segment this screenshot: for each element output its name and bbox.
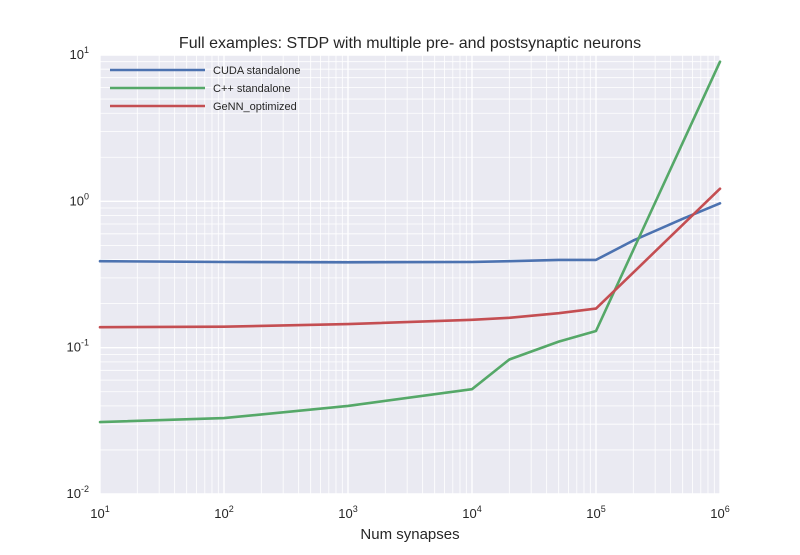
y-tick-label: 101 xyxy=(70,45,89,62)
x-tick-label: 104 xyxy=(462,504,481,521)
y-tick-label: 10-2 xyxy=(67,484,89,501)
y-tick-label: 10-1 xyxy=(67,338,89,355)
legend-label-0: CUDA standalone xyxy=(213,65,300,77)
legend: CUDA standalone C++ standalone GeNN_optimi… xyxy=(110,65,300,113)
legend-label-2: GeNN_optimized xyxy=(213,101,297,113)
x-tick-label: 105 xyxy=(586,504,605,521)
x-tick-label: 106 xyxy=(710,504,729,521)
series-line-1 xyxy=(98,60,722,424)
x-tick-label: 101 xyxy=(90,504,109,521)
chart-title: Full examples: STDP with multiple pre- a… xyxy=(179,35,641,52)
y-axis-tick-labels: 10-2 10-1 100 101 xyxy=(67,45,89,501)
legend-label-1: C++ standalone xyxy=(213,83,291,95)
x-tick-label: 102 xyxy=(214,504,233,521)
y-tick-label: 100 xyxy=(70,191,89,208)
series-line-2 xyxy=(98,187,722,329)
x-tick-label: 103 xyxy=(338,504,357,521)
x-axis-label: Num synapses xyxy=(360,526,459,543)
x-axis-tick-labels: 101 102 103 104 105 106 xyxy=(90,504,729,521)
plot-area xyxy=(100,55,720,494)
series-line-0 xyxy=(98,202,722,264)
series-lines xyxy=(98,60,722,424)
